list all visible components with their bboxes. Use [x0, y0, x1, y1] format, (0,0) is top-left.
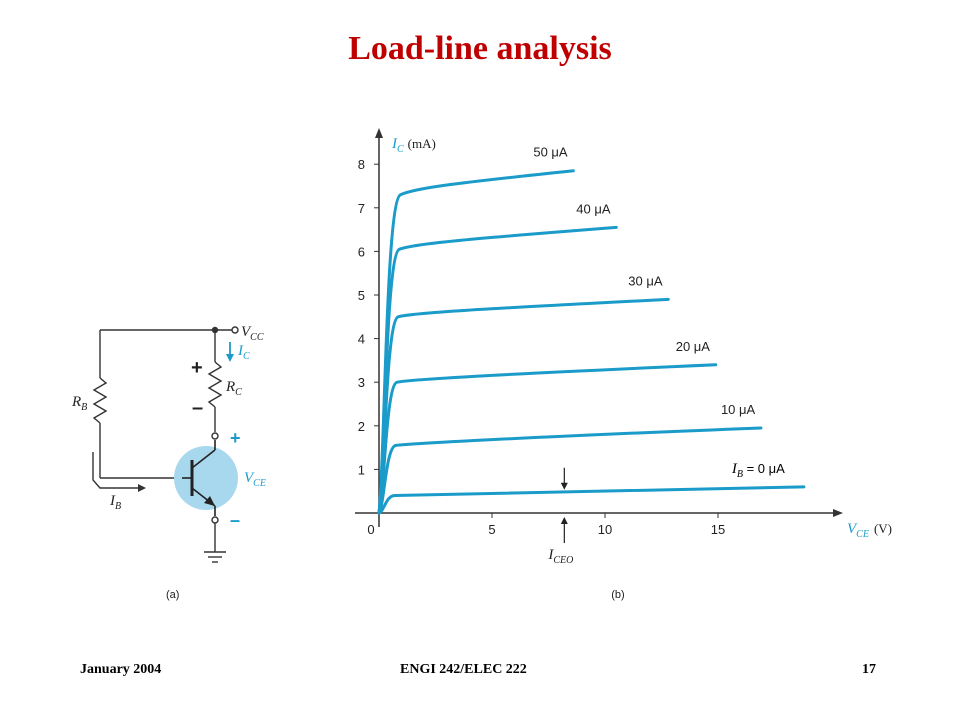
emitter-arrow: [204, 496, 215, 506]
iceo-arrow-up-head: [560, 517, 568, 524]
ic-label: IC: [237, 343, 250, 362]
x-tick-label: 15: [711, 522, 725, 537]
y-tick-label: 3: [358, 375, 365, 390]
x-tick-label: 10: [598, 522, 612, 537]
slide-title: Load-line analysis: [348, 30, 612, 67]
curve-label-1: 10 μA: [721, 402, 756, 417]
ib-arrow-head: [138, 484, 146, 492]
curve-ib-3: [377, 297, 670, 515]
curve-label-3: 30 μA: [628, 273, 663, 288]
ib-label: IB: [109, 493, 121, 512]
circuit-caption: (a): [166, 589, 179, 601]
curve-ib-5: [377, 169, 575, 515]
rc-minus-sign: –: [192, 397, 203, 419]
transistor-highlight: [174, 446, 238, 510]
characteristic-chart: 1 2 3 4 5 6 7 8 0 5 10 15 IC (mA) VCE (V) IB = 0 μA 10 μA…: [355, 128, 892, 601]
ic-arrow-head: [226, 354, 234, 362]
chart-caption: (b): [611, 589, 624, 601]
curve-label-4: 40 μA: [576, 201, 611, 216]
vcc-terminal: [231, 326, 239, 334]
iceo-label: ICEO: [547, 547, 573, 566]
x-axis-arrow: [833, 509, 843, 517]
origin-label: 0: [367, 522, 374, 537]
x-axis-label: VCE (V): [847, 521, 892, 540]
footer-date: January 2004: [80, 662, 162, 677]
y-axis-label: IC (mA): [391, 136, 436, 155]
y-tick-label: 7: [358, 201, 365, 216]
x-tick-label: 5: [488, 522, 495, 537]
vcc-label: VCC: [241, 324, 264, 343]
y-tick-label: 5: [358, 288, 365, 303]
collector-terminal: [211, 432, 219, 440]
y-tick-label: 2: [358, 419, 365, 434]
footer-page-number: 17: [862, 662, 876, 677]
curve-ib-0: [377, 485, 806, 515]
rc-plus-sign: +: [191, 357, 203, 379]
curve-ib-1: [377, 426, 763, 515]
y-tick-label: 4: [358, 332, 365, 347]
y-tick-label: 6: [358, 244, 365, 259]
y-tick-label: 8: [358, 157, 365, 172]
vce-plus-sign: +: [230, 428, 241, 448]
iceo-arrow-down-head: [560, 482, 568, 490]
rb-label: RB: [71, 394, 87, 413]
ib-arrow-line: [92, 452, 138, 489]
footer-course: ENGI 242/ELEC 222: [400, 662, 527, 677]
rc-label: RC: [225, 379, 242, 398]
curve-label-2: 20 μA: [676, 339, 711, 354]
circuit-diagram: [92, 326, 239, 479]
curve-label-0: IB = 0 μA: [731, 461, 785, 480]
emitter-terminal: [211, 516, 219, 524]
rb-resistor: [92, 377, 108, 424]
vce-label: VCE: [244, 470, 266, 489]
curve-label-5: 50 μA: [533, 145, 568, 160]
vce-minus-sign: –: [230, 510, 240, 530]
y-tick-label: 1: [358, 462, 365, 477]
y-axis-arrow: [375, 128, 383, 139]
rc-resistor: [207, 361, 223, 408]
